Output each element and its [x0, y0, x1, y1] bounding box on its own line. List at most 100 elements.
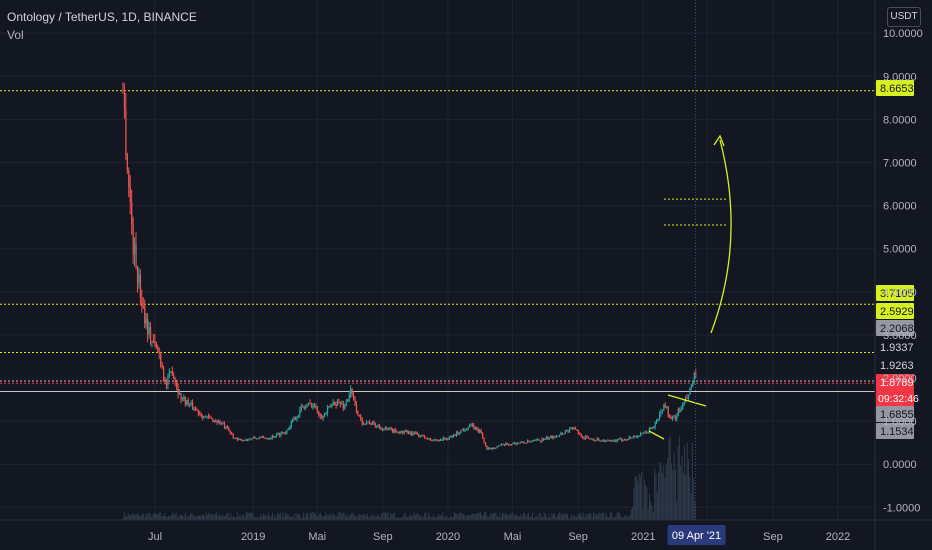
volume-bar: [173, 514, 175, 520]
candle-body: [250, 438, 252, 440]
volume-bar: [231, 517, 233, 520]
volume-bar: [359, 514, 361, 520]
volume-bar: [686, 442, 688, 520]
volume-bar: [600, 513, 602, 520]
volume-bar: [665, 464, 667, 520]
volume-bar: [620, 516, 622, 520]
candle-body: [598, 438, 600, 441]
candle-body: [131, 202, 133, 225]
volume-bar: [342, 512, 344, 520]
candle-body: [222, 423, 224, 425]
candle-body: [486, 445, 488, 450]
volume-bar: [616, 512, 618, 520]
candle-body: [605, 440, 607, 443]
candle-body: [590, 438, 593, 440]
candle-body: [508, 444, 510, 446]
candle-body: [471, 424, 474, 426]
candle-body: [361, 419, 363, 424]
candle-body: [154, 340, 156, 343]
volume-bar: [333, 513, 335, 520]
volume-bar: [478, 512, 480, 520]
volume-bar: [343, 512, 345, 520]
candle-body: [328, 406, 330, 408]
candle-body: [503, 444, 506, 446]
candle-body: [683, 402, 685, 405]
volume-bar: [552, 514, 554, 520]
candle-body: [686, 398, 688, 400]
candle-body: [334, 402, 336, 405]
candle-body: [239, 439, 242, 441]
candle-body: [366, 422, 368, 424]
candle-body: [194, 409, 197, 411]
price-axis[interactable]: 8.6653 3.7105 2.5929 2.2068 1.9337 1.9263 1.87…: [876, 28, 923, 514]
candle-body: [176, 382, 178, 387]
candle-body: [464, 429, 466, 431]
volume-bar: [270, 515, 272, 520]
volume-bar: [390, 513, 392, 520]
candle-body: [380, 427, 382, 430]
volume-bar: [526, 513, 528, 520]
candle-body: [453, 434, 455, 437]
candle-body: [511, 444, 513, 446]
volume-bar: [678, 436, 680, 520]
volume-bar: [268, 512, 270, 520]
volume-bar: [589, 514, 591, 520]
volume-bar: [630, 509, 632, 520]
candle-body: [614, 440, 616, 442]
candle-body: [212, 418, 214, 423]
volume-bar: [456, 513, 458, 520]
volume-bar: [673, 452, 675, 520]
volume-bar: [685, 474, 687, 520]
volume-bar: [303, 512, 305, 520]
candle-body: [476, 427, 478, 430]
volume-bar: [541, 516, 543, 520]
volume-bar: [271, 512, 273, 520]
candle-body: [126, 154, 129, 171]
volume-bar: [221, 514, 223, 520]
time-axis[interactable]: Jul2019MaiSep2020MaiSep2021MaiSep202209 …: [148, 0, 850, 545]
volume-bar: [308, 517, 310, 520]
candle-body: [682, 404, 684, 409]
candle-body: [506, 443, 508, 445]
volume-bar: [140, 515, 142, 520]
volume-bar: [643, 479, 645, 520]
x-tick-label: 2019: [241, 531, 265, 543]
candle-body: [268, 438, 271, 440]
volume-indicator-label[interactable]: Vol: [7, 28, 24, 42]
volume-bar: [572, 516, 574, 520]
currency-unit-badge[interactable]: USDT: [887, 7, 921, 27]
volume-bar: [287, 513, 289, 520]
volume-bar: [242, 515, 244, 520]
volume-bar: [125, 516, 127, 520]
candle-body: [344, 404, 346, 409]
candle-body: [363, 423, 365, 425]
candle-body: [225, 426, 227, 428]
candle-body: [516, 443, 519, 445]
volume-bar: [453, 512, 455, 520]
volume-bar: [511, 514, 513, 520]
volume-bar: [284, 512, 286, 520]
volume-bar: [229, 517, 231, 520]
volume-bar: [505, 513, 507, 520]
volume-bar: [590, 513, 592, 520]
candle-body: [548, 437, 550, 440]
volume-bar: [517, 515, 519, 520]
volume-bar: [422, 516, 424, 520]
candle-body: [415, 432, 417, 434]
candle-body: [318, 411, 320, 415]
volume-bar: [219, 516, 221, 520]
symbol-title[interactable]: Ontology / TetherUS, 1D, BINANCE: [7, 10, 197, 24]
candle-body: [622, 439, 624, 441]
candle-body: [570, 427, 572, 429]
candle-body: [142, 306, 144, 308]
volume-bar: [625, 514, 627, 520]
level-tag: [876, 285, 914, 301]
volume-bar: [264, 515, 266, 520]
volume-bar: [366, 513, 368, 520]
volume-bar: [184, 512, 186, 520]
candle-body: [303, 407, 305, 409]
volume-bar: [151, 517, 153, 520]
candle-body: [615, 440, 617, 442]
volume-bar: [437, 516, 439, 520]
